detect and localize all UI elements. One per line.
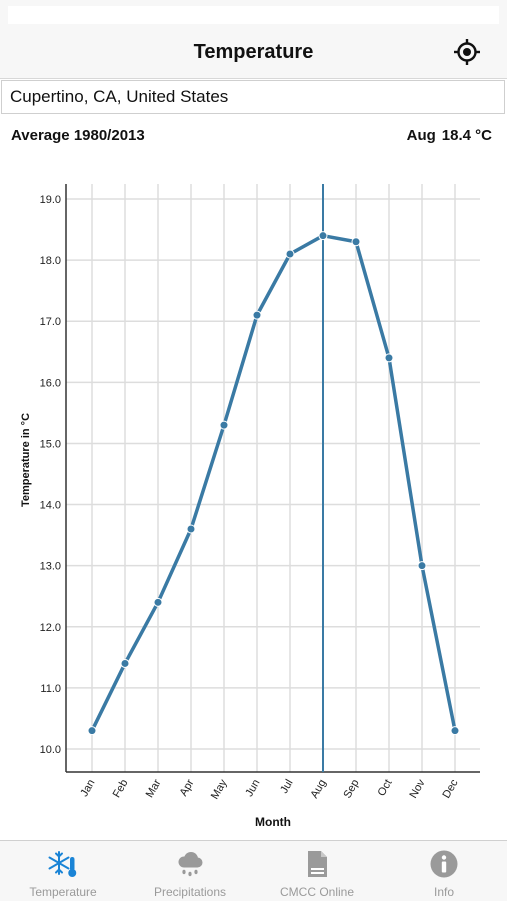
data-point bbox=[417, 561, 427, 571]
status-bar bbox=[0, 0, 507, 28]
x-tick-label: Jul bbox=[278, 778, 295, 796]
data-point bbox=[384, 353, 394, 363]
x-axis-title: Month bbox=[255, 815, 291, 829]
y-axis-title: Temperature in °C bbox=[20, 413, 32, 507]
tab-label-precipitations: Precipitations bbox=[153, 885, 227, 899]
tab-label-temperature: Temperature bbox=[29, 885, 97, 899]
y-tick-label: 17.0 bbox=[40, 316, 61, 328]
temperature-series-line bbox=[90, 233, 457, 732]
y-tick-label: 18.0 bbox=[40, 255, 61, 267]
y-tick-label: 15.0 bbox=[40, 438, 61, 450]
locate-button[interactable] bbox=[452, 37, 482, 67]
y-tick-label: 16.0 bbox=[40, 377, 61, 389]
navigation-bar: Temperature bbox=[0, 28, 507, 79]
tab-label-info: Info bbox=[433, 885, 454, 899]
data-point bbox=[285, 249, 295, 259]
temperature-chart[interactable]: 10.0 11.0 12.0 13.0 14.0 15.0 16.0 17.0 18.0 19.0… bbox=[0, 160, 507, 840]
page-title: Temperature bbox=[193, 41, 314, 63]
tab-precipitations[interactable]: Precipitations bbox=[127, 841, 253, 901]
y-tick-label: 14.0 bbox=[40, 500, 61, 512]
tab-temperature[interactable]: Temperature bbox=[0, 841, 126, 901]
x-tick-label: Feb bbox=[111, 778, 131, 800]
data-point bbox=[351, 237, 361, 247]
data-point bbox=[450, 726, 460, 736]
summary-row: Average 1980/2013 Aug 18.4 °C bbox=[0, 127, 507, 147]
y-tick-label: 10.0 bbox=[40, 744, 61, 756]
x-tick-label: May bbox=[209, 777, 230, 801]
rain-cloud-icon bbox=[178, 852, 203, 877]
x-tick-label: Apr bbox=[178, 777, 197, 798]
tab-label-cmcc-online: CMCC Online bbox=[279, 885, 354, 899]
data-point bbox=[153, 597, 163, 607]
x-tick-label: Nov bbox=[407, 777, 427, 800]
tab-cmcc-online[interactable]: CMCC Online bbox=[254, 841, 380, 901]
x-tick-label: Jun bbox=[243, 778, 262, 799]
selected-value-readout: Aug 18.4 °C bbox=[401, 127, 492, 144]
location-search-field[interactable] bbox=[1, 80, 505, 114]
x-tick-label: Mar bbox=[144, 777, 164, 800]
x-tick-label: Dec bbox=[440, 777, 460, 800]
snowflake-thermometer-icon bbox=[48, 851, 77, 877]
info-icon bbox=[430, 850, 458, 878]
selected-temperature-value: 18.4 °C bbox=[441, 127, 492, 144]
status-bar-area bbox=[8, 6, 499, 24]
x-tick-label: Jan bbox=[78, 778, 97, 799]
selected-month-label: Aug bbox=[406, 127, 436, 144]
y-tick-label: 11.0 bbox=[40, 683, 61, 695]
data-point bbox=[219, 420, 229, 430]
average-period-label: Average 1980/2013 bbox=[11, 127, 145, 144]
location-crosshair-icon bbox=[454, 39, 480, 65]
y-tick-label: 19.0 bbox=[40, 194, 61, 206]
data-point bbox=[120, 658, 130, 668]
x-tick-label: Sep bbox=[341, 778, 361, 801]
data-point bbox=[252, 310, 262, 320]
document-icon bbox=[308, 851, 327, 877]
location-search-input[interactable] bbox=[10, 87, 490, 107]
data-point bbox=[318, 231, 328, 241]
data-point bbox=[186, 524, 196, 534]
tab-info[interactable]: Info bbox=[381, 841, 507, 901]
y-tick-label: 13.0 bbox=[40, 561, 61, 573]
x-tick-label: Oct bbox=[376, 778, 395, 799]
x-tick-label: Aug bbox=[308, 778, 328, 801]
tab-bar: Temperature Precipitations CMCC Online I… bbox=[0, 840, 507, 901]
data-point bbox=[87, 726, 97, 736]
y-tick-label: 12.0 bbox=[40, 622, 61, 634]
